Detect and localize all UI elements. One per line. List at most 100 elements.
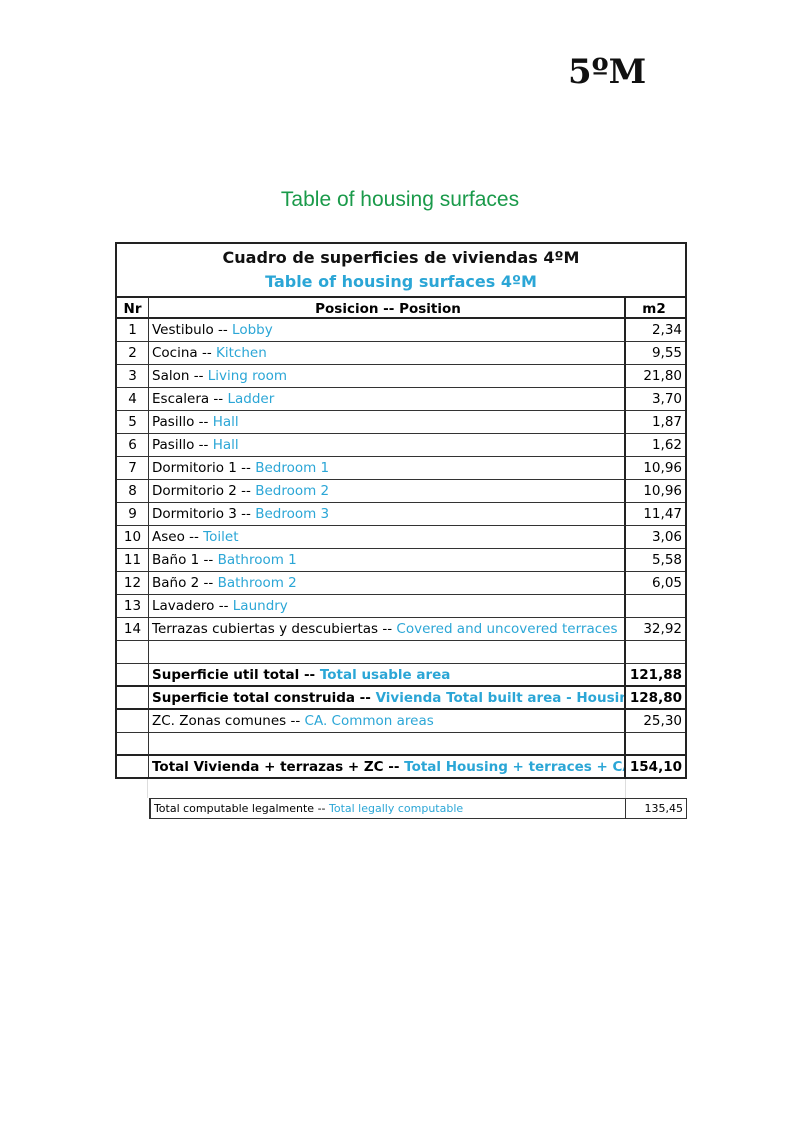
empty-row <box>115 733 687 756</box>
row-en: Kitchen <box>216 345 267 361</box>
row-m2: 10,96 <box>626 457 685 480</box>
row-m2: 9,55 <box>626 342 685 365</box>
table-row: 2 Cocina -- Kitchen 9,55 <box>115 342 687 365</box>
row-nr: 7 <box>117 457 149 480</box>
row-position: Terrazas cubiertas y descubiertas -- Cov… <box>149 618 626 641</box>
header-position: Posicion -- Position <box>149 296 626 319</box>
row-es: Aseo -- <box>152 529 204 545</box>
row-nr: 9 <box>117 503 149 526</box>
built-m2: 128,80 <box>626 687 685 710</box>
table-title-en: Table of housing surfaces 4ºM <box>265 272 537 291</box>
table-title: Cuadro de superficies de viviendas 4ºM T… <box>115 242 687 296</box>
row-nr: 12 <box>117 572 149 595</box>
document-title: Table of housing surfaces <box>280 188 520 211</box>
row-en: Lobby <box>232 322 273 338</box>
row-position: Pasillo -- Hall <box>149 411 626 434</box>
table-row: 12 Baño 2 -- Bathroom 2 6,05 <box>115 572 687 595</box>
row-position: Cocina -- Kitchen <box>149 342 626 365</box>
floor-label: 5ºM <box>568 52 647 92</box>
row-position: Pasillo -- Hall <box>149 434 626 457</box>
usable-m2: 121,88 <box>626 664 685 687</box>
row-en: Toilet <box>203 529 239 545</box>
table-row: 5 Pasillo -- Hall 1,87 <box>115 411 687 434</box>
row-en: Bedroom 2 <box>255 483 330 499</box>
row-nr: 11 <box>117 549 149 572</box>
total-es: Total Vivienda + terrazas + ZC -- <box>152 759 405 775</box>
row-m2: 5,58 <box>626 549 685 572</box>
row-es: Terrazas cubiertas y descubiertas -- <box>152 621 397 637</box>
row-es: Salon -- <box>152 368 208 384</box>
row-es: Dormitorio 1 -- <box>152 460 256 476</box>
surfaces-table: Cuadro de superficies de viviendas 4ºM T… <box>115 242 687 819</box>
row-en: Living room <box>207 368 288 384</box>
row-nr: 10 <box>117 526 149 549</box>
row-m2 <box>626 595 685 618</box>
row-es: Lavadero -- <box>152 598 233 614</box>
row-position: Lavadero -- Laundry <box>149 595 626 618</box>
row-position: Dormitorio 2 -- Bedroom 2 <box>149 480 626 503</box>
row-m2: 10,96 <box>626 480 685 503</box>
row-m2: 2,34 <box>626 319 685 342</box>
row-nr: 5 <box>117 411 149 434</box>
row-m2: 1,62 <box>626 434 685 457</box>
row-en: Laundry <box>232 598 288 614</box>
row-es: Cocina -- <box>152 345 217 361</box>
row-m2: 32,92 <box>626 618 685 641</box>
built-en: Vivienda Total built area - Housing <box>375 690 626 706</box>
row-en: Bedroom 3 <box>255 506 330 522</box>
row-es: Dormitorio 3 -- <box>152 506 256 522</box>
header-nr: Nr <box>117 296 149 319</box>
row-es: Dormitorio 2 -- <box>152 483 256 499</box>
common-en: CA. Common areas <box>304 713 434 729</box>
row-en: Hall <box>212 414 239 430</box>
table-row: 9 Dormitorio 3 -- Bedroom 3 11,47 <box>115 503 687 526</box>
table-row: 8 Dormitorio 2 -- Bedroom 2 10,96 <box>115 480 687 503</box>
row-es: Vestibulo -- <box>152 322 233 338</box>
row-es: Baño 2 -- <box>152 575 218 591</box>
row-en: Bathroom 2 <box>217 575 297 591</box>
legal-en: Total legally computable <box>329 802 464 815</box>
built-area-row: Superficie total construida -- Vivienda … <box>115 687 687 710</box>
table-row: 13 Lavadero -- Laundry <box>115 595 687 618</box>
row-position: Dormitorio 1 -- Bedroom 1 <box>149 457 626 480</box>
row-m2: 1,87 <box>626 411 685 434</box>
table-row: 14 Terrazas cubiertas y descubiertas -- C… <box>115 618 687 641</box>
row-en: Ladder <box>227 391 275 407</box>
row-en: Hall <box>212 437 239 453</box>
row-nr: 6 <box>117 434 149 457</box>
row-es: Escalera -- <box>152 391 228 407</box>
row-nr: 8 <box>117 480 149 503</box>
row-position: Dormitorio 3 -- Bedroom 3 <box>149 503 626 526</box>
row-nr: 3 <box>117 365 149 388</box>
row-en: Covered and uncovered terraces <box>396 621 618 637</box>
legal-es: Total computable legalmente -- <box>153 802 329 815</box>
common-es: ZC. Zonas comunes -- <box>152 713 305 729</box>
row-nr: 4 <box>117 388 149 411</box>
empty-row <box>115 641 687 664</box>
spacer <box>115 779 687 798</box>
row-m2: 3,70 <box>626 388 685 411</box>
row-nr: 14 <box>117 618 149 641</box>
row-nr: 2 <box>117 342 149 365</box>
row-position: Salon -- Living room <box>149 365 626 388</box>
usable-area-row: Superficie util total -- Total usable ar… <box>115 664 687 687</box>
usable-en: Total usable area <box>319 667 451 683</box>
table-row: 3 Salon -- Living room 21,80 <box>115 365 687 388</box>
row-m2: 21,80 <box>626 365 685 388</box>
common-m2: 25,30 <box>626 710 685 733</box>
table-row: 11 Baño 1 -- Bathroom 1 5,58 <box>115 549 687 572</box>
total-en: Total Housing + terraces + CA <box>404 759 626 775</box>
row-nr: 13 <box>117 595 149 618</box>
row-position: Baño 1 -- Bathroom 1 <box>149 549 626 572</box>
grand-total-row: Total Vivienda + terrazas + ZC -- Total … <box>115 756 687 779</box>
row-m2: 3,06 <box>626 526 685 549</box>
row-position: Aseo -- Toilet <box>149 526 626 549</box>
row-position: Escalera -- Ladder <box>149 388 626 411</box>
table-row: 7 Dormitorio 1 -- Bedroom 1 10,96 <box>115 457 687 480</box>
total-m2: 154,10 <box>629 759 682 775</box>
header-m2: m2 <box>626 296 685 319</box>
row-es: Pasillo -- <box>152 437 213 453</box>
legal-m2: 135,45 <box>626 798 687 819</box>
row-nr: 1 <box>117 319 149 342</box>
table-title-es: Cuadro de superficies de viviendas 4ºM <box>222 248 580 267</box>
